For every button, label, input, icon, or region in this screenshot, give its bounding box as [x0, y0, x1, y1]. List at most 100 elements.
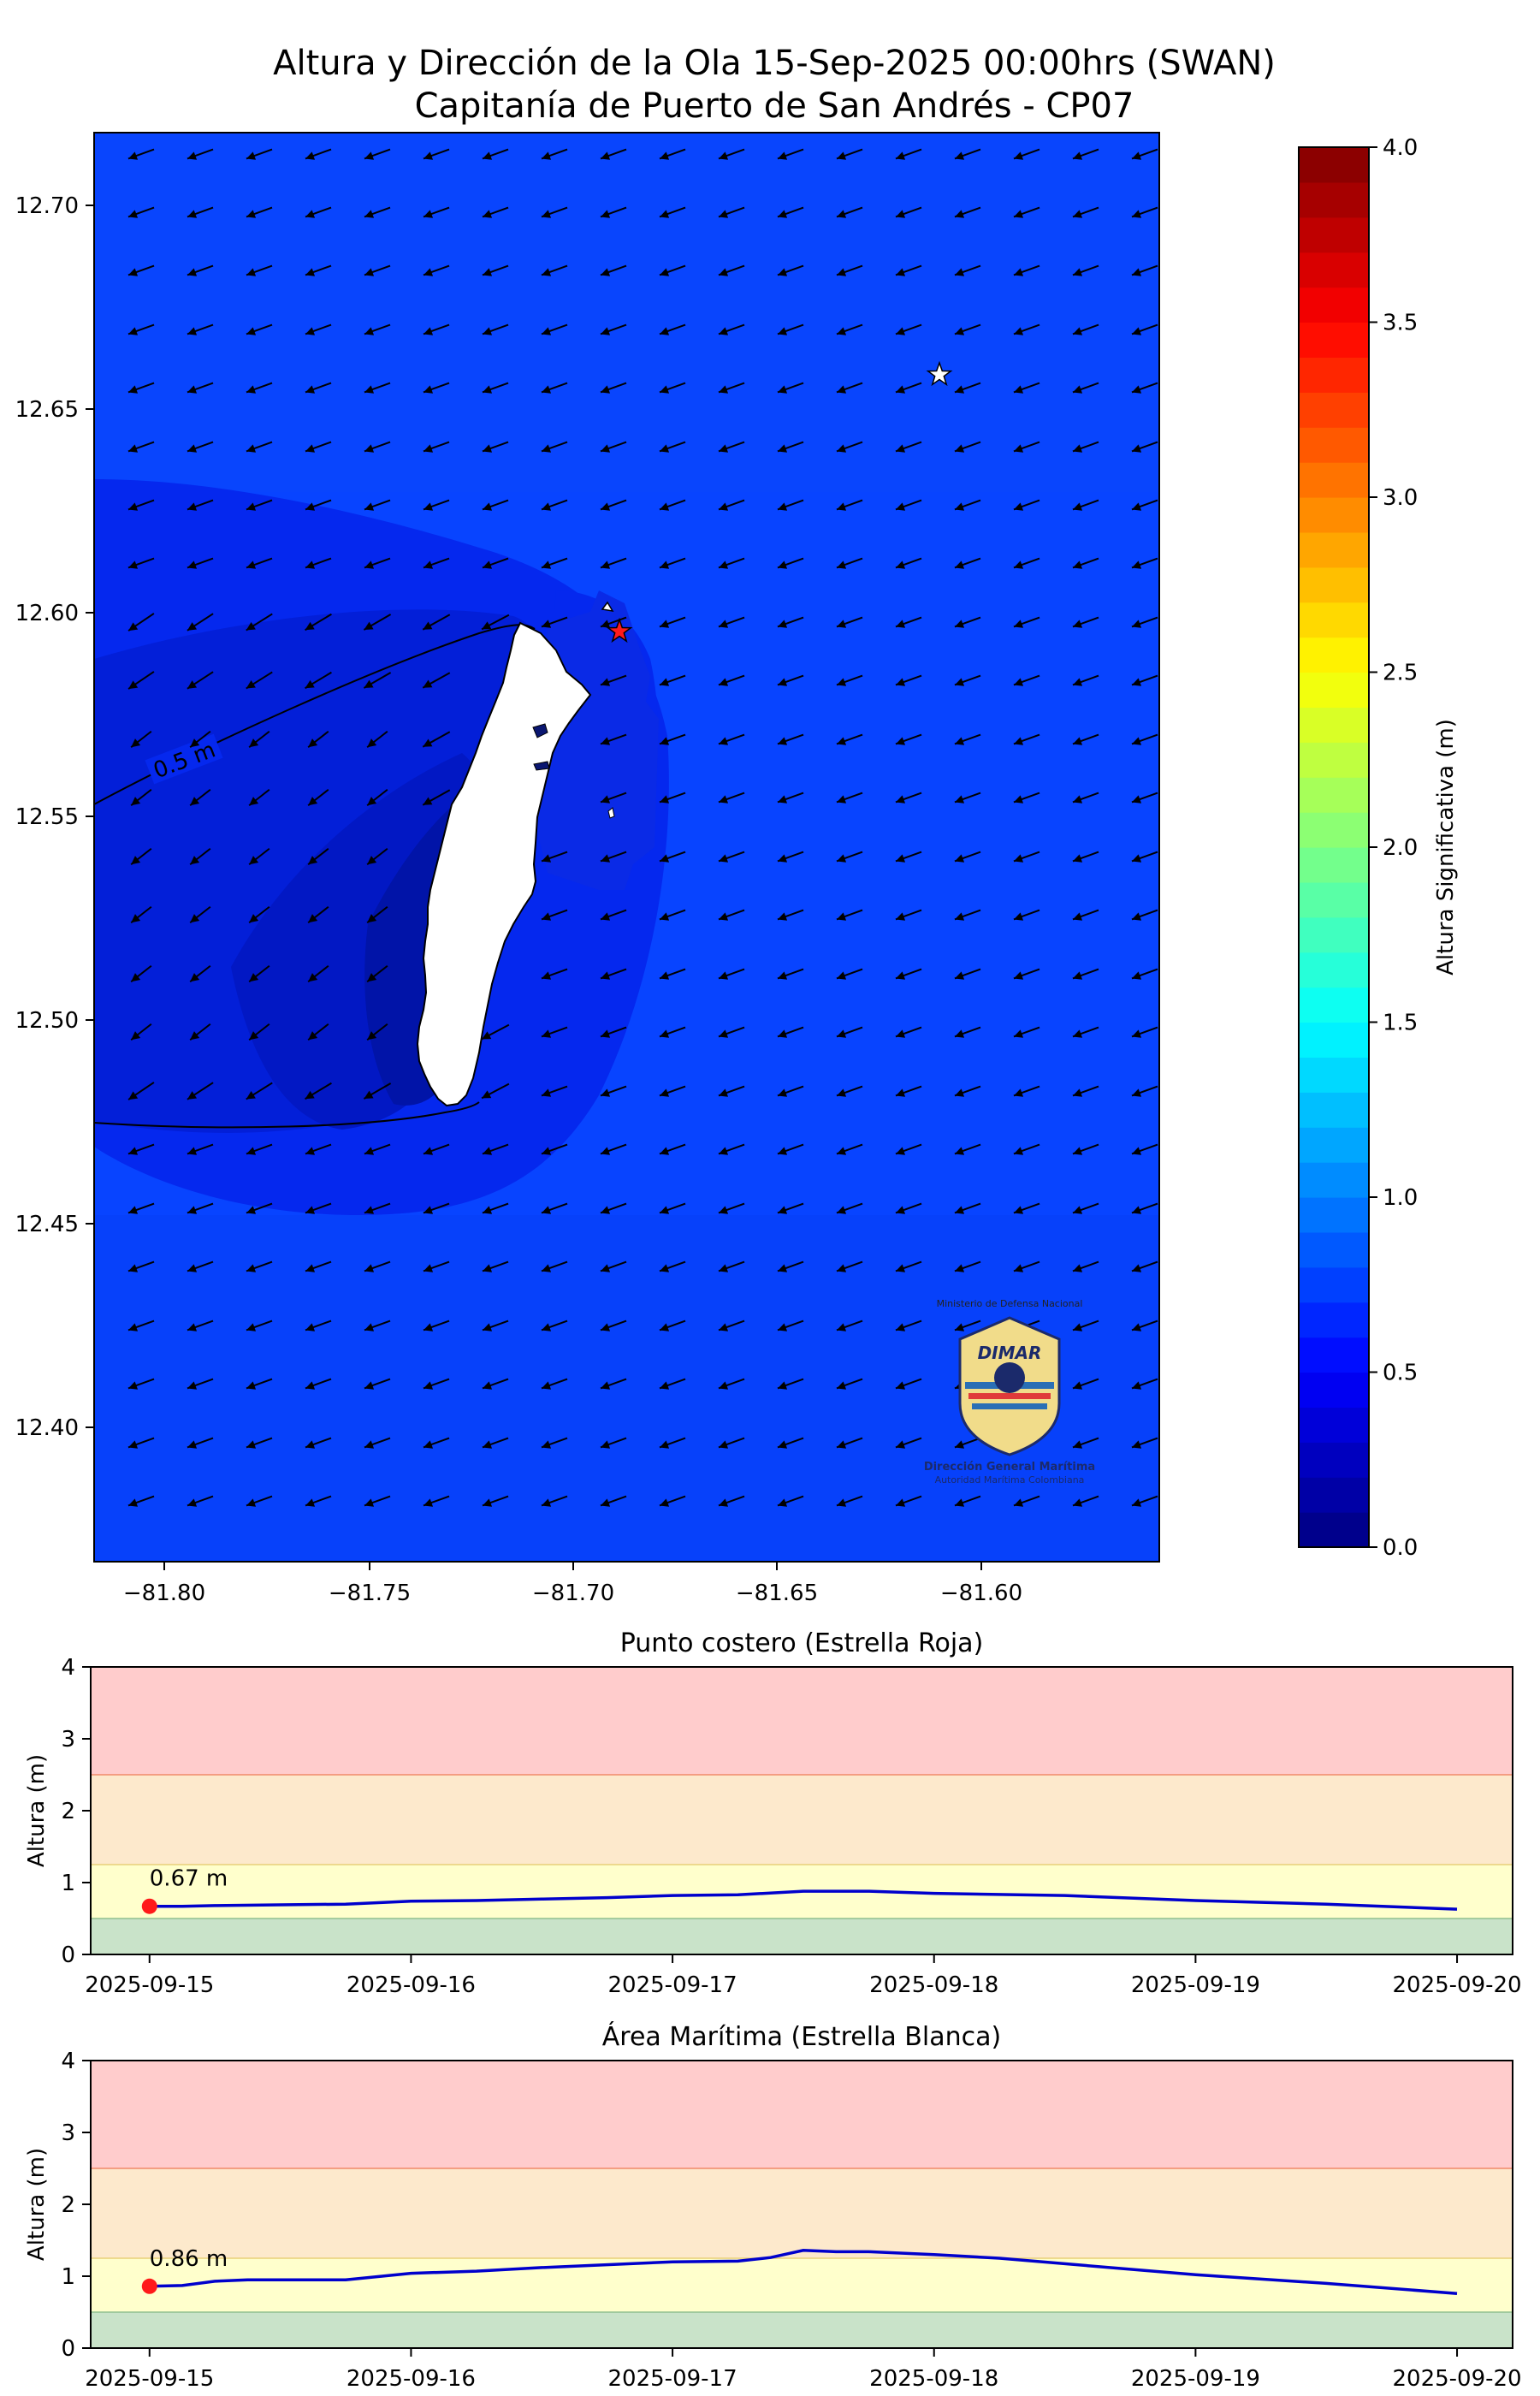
wave-arrow — [777, 792, 804, 804]
wave-arrow — [954, 1143, 981, 1155]
wave-arrow — [836, 441, 863, 453]
wave-arrow — [541, 1143, 568, 1155]
wave-arrow — [305, 1320, 332, 1331]
wave-arrow — [954, 557, 981, 569]
wave-arrow — [1131, 1260, 1158, 1272]
logo-stripes-2 — [968, 1393, 1051, 1399]
wave-arrow — [836, 1378, 863, 1390]
wave-arrow — [130, 730, 152, 749]
wave-arrow — [895, 733, 922, 745]
wave-arrow — [482, 264, 509, 276]
wave-arrow — [366, 964, 388, 983]
wave-arrow — [541, 1437, 568, 1449]
wave-arrow — [895, 851, 922, 863]
wave-arrow — [777, 968, 804, 980]
wave-arrow — [836, 1260, 863, 1272]
wave-arrow — [422, 614, 451, 631]
wave-arrow — [189, 847, 211, 866]
wave-arrow — [1013, 1085, 1040, 1097]
wave-arrow — [600, 733, 627, 745]
wave-arrow — [954, 909, 981, 921]
wave-arrow — [1131, 499, 1158, 511]
wave-arrow — [127, 1378, 155, 1390]
colorbar-step — [1299, 216, 1369, 253]
y-tick-label: 4 — [61, 2049, 75, 2074]
wave-arrow — [482, 499, 509, 511]
wave-arrow — [305, 1260, 332, 1272]
wave-arrow — [246, 1320, 273, 1331]
wave-arrow — [541, 441, 568, 453]
wave-arrow — [600, 851, 627, 863]
wave-arrow — [836, 1202, 863, 1214]
colorbar-step — [1299, 637, 1369, 673]
wave-arrow — [659, 792, 686, 804]
wave-arrow — [1131, 1085, 1158, 1097]
wave-arrow — [600, 616, 627, 628]
wave-arrow — [777, 674, 804, 686]
red-star-coastal-point — [606, 617, 633, 643]
map-y-tick-label: 12.65 — [15, 397, 79, 423]
wave-arrow — [777, 206, 804, 218]
wave-arrow — [246, 1143, 273, 1155]
wave-arrow — [1013, 264, 1040, 276]
wave-arrow — [600, 382, 627, 394]
risk-band — [91, 1919, 1513, 1954]
wave-arrow — [127, 1082, 155, 1100]
wave-arrow — [600, 148, 627, 160]
map-y-tick-label: 12.45 — [15, 1212, 79, 1237]
wave-arrow — [954, 148, 981, 160]
wave-arrow — [482, 382, 509, 394]
current-value-marker — [141, 2278, 157, 2294]
wave-arrow — [1072, 733, 1099, 745]
wave-arrow — [659, 1202, 686, 1214]
wave-arrow — [777, 1437, 804, 1449]
wave-arrow — [248, 964, 270, 983]
wave-arrow — [1072, 1378, 1099, 1390]
colorbar-tick-label: 2.0 — [1383, 835, 1418, 861]
wave-arrow — [895, 1026, 922, 1038]
wave-arrow — [718, 968, 745, 980]
colorbar-step — [1299, 1022, 1369, 1058]
wave-arrow — [541, 1085, 568, 1097]
wave-arrow — [423, 1202, 450, 1214]
wave-arrow — [718, 1495, 745, 1507]
wave-arrow — [718, 1260, 745, 1272]
wave-arrow — [541, 1202, 568, 1214]
logo-stripes-3 — [972, 1403, 1047, 1409]
wave-arrow — [364, 148, 391, 160]
x-tick-label: 2025-09-16 — [346, 2366, 476, 2392]
wave-arrow — [189, 964, 211, 983]
wave-arrow — [659, 148, 686, 160]
wave-arrow — [422, 789, 451, 806]
wave-arrow — [127, 264, 155, 276]
wave-arrow — [305, 1202, 332, 1214]
colorbar-step — [1299, 1337, 1369, 1373]
wave-arrow — [482, 1202, 509, 1214]
map-x-tick-label: −81.80 — [123, 1581, 205, 1606]
colorbar-steps — [1299, 147, 1369, 1548]
wave-arrow — [718, 1320, 745, 1331]
wave-arrow — [600, 499, 627, 511]
cay-east — [607, 807, 615, 819]
wave-arrow — [718, 557, 745, 569]
wave-arrow — [246, 1260, 273, 1272]
wave-arrow — [1072, 441, 1099, 453]
wave-arrow — [600, 909, 627, 921]
y-tick-label: 1 — [61, 2264, 75, 2290]
wave-arrow — [659, 1260, 686, 1272]
wave-arrow — [954, 499, 981, 511]
colorbar-step — [1299, 1162, 1369, 1198]
wave-arrow — [422, 672, 451, 689]
colorbar-step — [1299, 1407, 1369, 1443]
map-y-tick-label: 12.60 — [15, 601, 79, 626]
wave-arrow — [777, 1320, 804, 1331]
wave-arrow — [246, 499, 273, 511]
wave-arrow — [600, 1026, 627, 1038]
wave-arrow — [718, 674, 745, 686]
wave-arrow — [1013, 1143, 1040, 1155]
wave-arrow — [895, 1202, 922, 1214]
wave-arrow — [482, 1320, 509, 1331]
wave-arrow — [1131, 1378, 1158, 1390]
wave-arrow — [777, 557, 804, 569]
wave-arrow — [482, 1143, 509, 1155]
